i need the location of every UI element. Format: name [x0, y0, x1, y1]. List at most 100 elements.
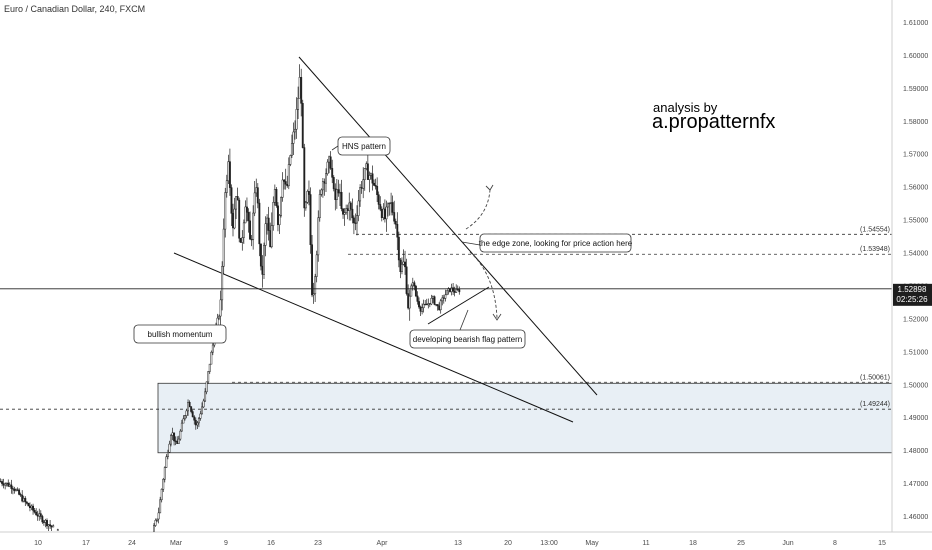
candle-body — [328, 156, 331, 163]
candle-body — [16, 489, 19, 491]
candle-body — [33, 510, 36, 513]
candle-body — [153, 525, 155, 532]
candle-body — [432, 296, 434, 299]
candle-body — [191, 411, 194, 418]
x-tick-label: 23 — [314, 540, 322, 547]
candle-body — [197, 418, 200, 424]
candle-body — [258, 202, 261, 245]
candle-body — [385, 206, 388, 220]
candle-body — [163, 467, 166, 480]
candle-body — [300, 77, 303, 104]
candle-body — [259, 243, 262, 267]
candle-body — [13, 488, 16, 491]
candle-body — [298, 77, 301, 99]
candle-body — [199, 413, 202, 419]
candle-body — [356, 215, 358, 224]
candle-body — [256, 187, 259, 204]
candle-body — [236, 196, 239, 201]
candle-body — [321, 181, 324, 191]
candle-body — [261, 265, 264, 275]
x-tick-label: May — [585, 540, 599, 547]
x-tick-label: Apr — [377, 540, 389, 547]
candle-body — [349, 202, 352, 210]
candle-body — [438, 305, 441, 311]
level-label: (1.49244) — [860, 401, 890, 408]
candle-body — [297, 97, 300, 110]
candle-body — [18, 489, 21, 495]
candle-body — [180, 422, 183, 432]
candle-body — [318, 194, 321, 219]
candle-body — [312, 293, 315, 296]
candle-body — [241, 237, 244, 243]
projection-arrows — [465, 184, 502, 321]
candle-body — [396, 224, 399, 238]
candle-body — [303, 147, 306, 209]
candle-body — [275, 189, 278, 207]
callouts: bullish momentum HNS pattern the edge zone… — [133, 136, 633, 349]
y-tick-label: 1.51000 — [903, 349, 928, 356]
candle-body — [11, 488, 14, 490]
candle-body — [168, 443, 171, 453]
price-tag-bg — [893, 283, 932, 306]
callout-pointer — [461, 241, 481, 246]
callout-box — [337, 136, 391, 156]
candle-body — [309, 194, 312, 245]
candle-body — [408, 295, 411, 309]
flag-lower-line — [427, 286, 490, 325]
candle-body — [391, 202, 394, 213]
candle-body — [439, 300, 442, 311]
candle-body — [424, 303, 427, 305]
y-tick-label: 1.50000 — [903, 382, 928, 389]
candle-body — [383, 208, 386, 220]
x-tick-label: 16 — [267, 540, 275, 547]
candle-body — [44, 520, 47, 523]
candle-body — [377, 194, 380, 205]
candle-body — [428, 303, 431, 305]
price-tag-value: 1.52898 — [898, 285, 927, 294]
y-tick-label: 1.49000 — [903, 415, 928, 422]
price-tag: 1.52898 02:25:26 — [893, 283, 932, 306]
candle-body — [184, 415, 186, 420]
horizontal-levels: (1.54554) (1.53948) (1.50061) (1.49244) — [0, 226, 892, 410]
x-tick-label: 13:00 — [540, 540, 558, 547]
candle-body — [382, 208, 385, 218]
candle-body — [246, 206, 248, 213]
candle-body — [306, 191, 309, 203]
candle-body — [452, 287, 455, 292]
y-tick-label: 1.52000 — [903, 316, 928, 323]
candle-body — [289, 155, 292, 165]
candle-body — [233, 208, 236, 229]
callout-hns-pattern: HNS pattern — [342, 142, 386, 151]
candle-body — [264, 223, 267, 246]
candle-body — [317, 217, 320, 256]
candle-body — [166, 452, 169, 458]
candle-body — [41, 516, 44, 523]
candle-body — [230, 187, 233, 214]
candles — [0, 64, 461, 532]
candle-body — [390, 202, 393, 204]
candle-body — [450, 287, 453, 292]
candle-body — [290, 143, 293, 156]
candle-body — [225, 180, 228, 193]
candle-body — [331, 168, 334, 178]
callout-bearish-flag: developing bearish flag pattern — [413, 335, 522, 344]
candle-body — [22, 498, 25, 502]
candle-body — [455, 289, 458, 293]
candle-body — [201, 406, 203, 415]
candle-body — [29, 505, 31, 508]
candle-body — [340, 191, 343, 209]
candle-body — [320, 189, 323, 195]
candle-body — [284, 181, 287, 185]
candle-body — [32, 505, 34, 511]
candle-body — [193, 416, 196, 421]
candle-body — [218, 315, 221, 319]
candle-body — [174, 440, 177, 442]
candle-body — [15, 489, 17, 491]
candle-body — [24, 498, 27, 503]
candle-body — [5, 482, 8, 485]
candle-body — [405, 266, 408, 294]
candle-body — [19, 494, 22, 496]
candle-body — [401, 264, 403, 272]
candle-body — [35, 511, 38, 516]
